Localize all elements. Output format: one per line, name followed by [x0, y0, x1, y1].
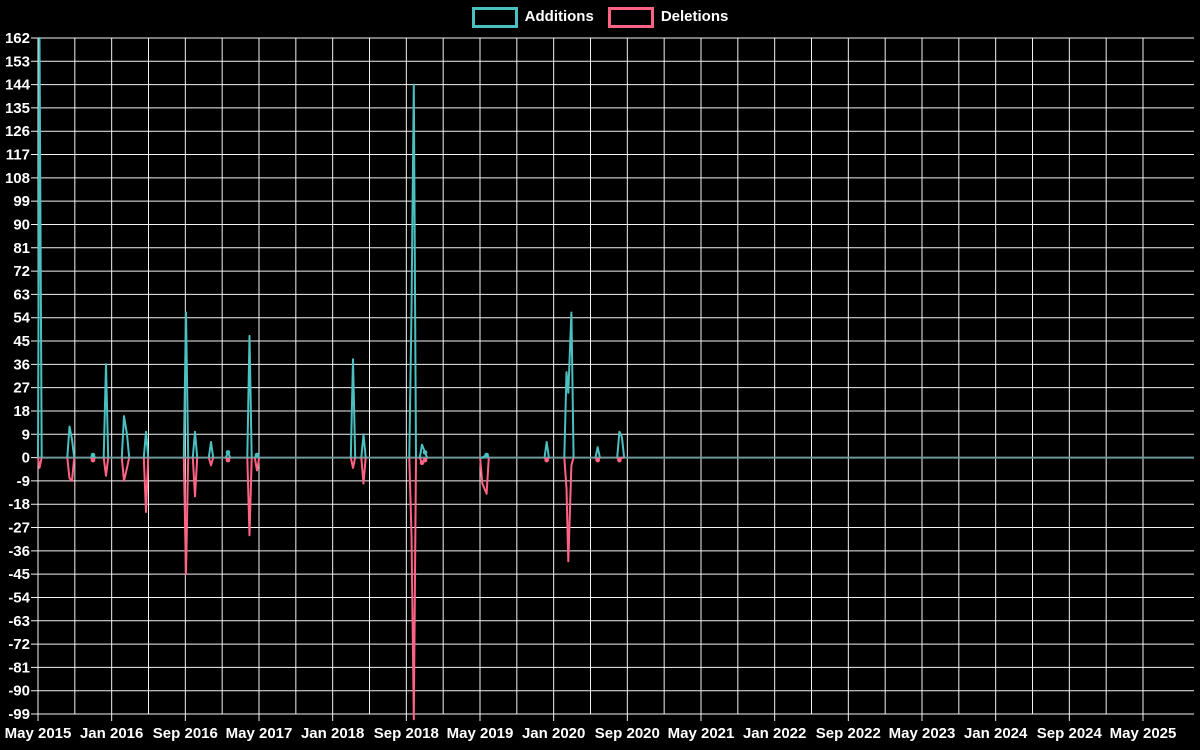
y-tick-label: -18	[8, 496, 30, 513]
y-tick-label: 108	[5, 170, 30, 187]
deletions-point	[419, 460, 425, 466]
x-tick-label: May 2019	[447, 725, 514, 742]
x-tick-label: May 2025	[1110, 725, 1177, 742]
y-tick-label: -72	[8, 636, 30, 653]
x-tick-label: May 2021	[668, 725, 735, 742]
x-tick-label: Sep 2022	[816, 725, 881, 742]
deletions-swatch-icon	[607, 6, 654, 28]
x-tick-label: Jan 2020	[522, 725, 585, 742]
y-tick-label: -63	[8, 613, 30, 630]
y-tick-label: -36	[8, 543, 30, 560]
y-tick-label: 144	[5, 77, 31, 94]
y-tick-label: 126	[5, 123, 30, 140]
y-tick-label: 117	[6, 147, 30, 164]
additions-point	[422, 450, 428, 455]
y-tick-label: -45	[8, 566, 30, 583]
additions-point	[225, 450, 231, 455]
x-tick-label: Jan 2018	[301, 725, 364, 742]
legend-label-additions: Additions	[524, 8, 594, 25]
y-tick-label: 18	[13, 403, 30, 420]
y-tick-label: -81	[8, 659, 30, 676]
deletions-point	[595, 457, 600, 463]
deletions-point	[90, 457, 96, 463]
legend-item-deletions[interactable]: Deletions	[607, 6, 729, 28]
additions-point	[484, 452, 489, 458]
y-tick-label: 153	[5, 53, 30, 70]
y-tick-label: 63	[13, 286, 30, 303]
y-tick-label: 72	[13, 263, 30, 280]
y-tick-label: -54	[8, 589, 30, 606]
y-tick-label: 27	[13, 380, 30, 397]
y-tick-label: 36	[13, 356, 30, 373]
x-tick-label: Jan 2016	[80, 725, 143, 742]
y-tick-label: -9	[17, 473, 30, 490]
y-tick-label: 90	[13, 216, 30, 233]
x-tick-label: Sep 2016	[153, 725, 218, 742]
legend-label-deletions: Deletions	[660, 8, 729, 25]
y-tick-label: 135	[5, 100, 30, 117]
deletions-point	[225, 457, 231, 463]
x-tick-label: Sep 2020	[595, 725, 660, 742]
legend-item-additions[interactable]: Additions	[471, 6, 594, 28]
deletions-point	[422, 457, 428, 463]
additions-point	[90, 452, 96, 458]
y-tick-label: 54	[13, 310, 30, 327]
additions-swatch-icon	[471, 6, 518, 28]
y-tick-label: -99	[8, 706, 30, 723]
x-tick-label: May 2017	[226, 725, 293, 742]
y-tick-label: 99	[13, 193, 30, 210]
y-tick-label: -27	[8, 520, 30, 537]
legend: Additions Deletions	[0, 6, 1200, 28]
x-tick-label: Jan 2022	[743, 725, 806, 742]
x-tick-label: May 2015	[5, 725, 72, 742]
y-tick-label: 162	[5, 30, 30, 47]
deletions-point	[617, 457, 622, 463]
deletions-point	[544, 457, 549, 463]
y-tick-label: 9	[22, 426, 30, 443]
y-tick-label: -90	[8, 683, 30, 700]
y-tick-label: 81	[13, 240, 30, 257]
y-tick-label: 0	[22, 450, 30, 467]
additions-point	[254, 452, 260, 458]
x-tick-label: Sep 2018	[374, 725, 439, 742]
deletions-line	[37, 456, 625, 721]
x-tick-label: May 2023	[889, 725, 956, 742]
y-tick-label: 45	[13, 333, 30, 350]
x-tick-label: Jan 2024	[964, 725, 1028, 742]
x-tick-label: Sep 2024	[1037, 725, 1103, 742]
